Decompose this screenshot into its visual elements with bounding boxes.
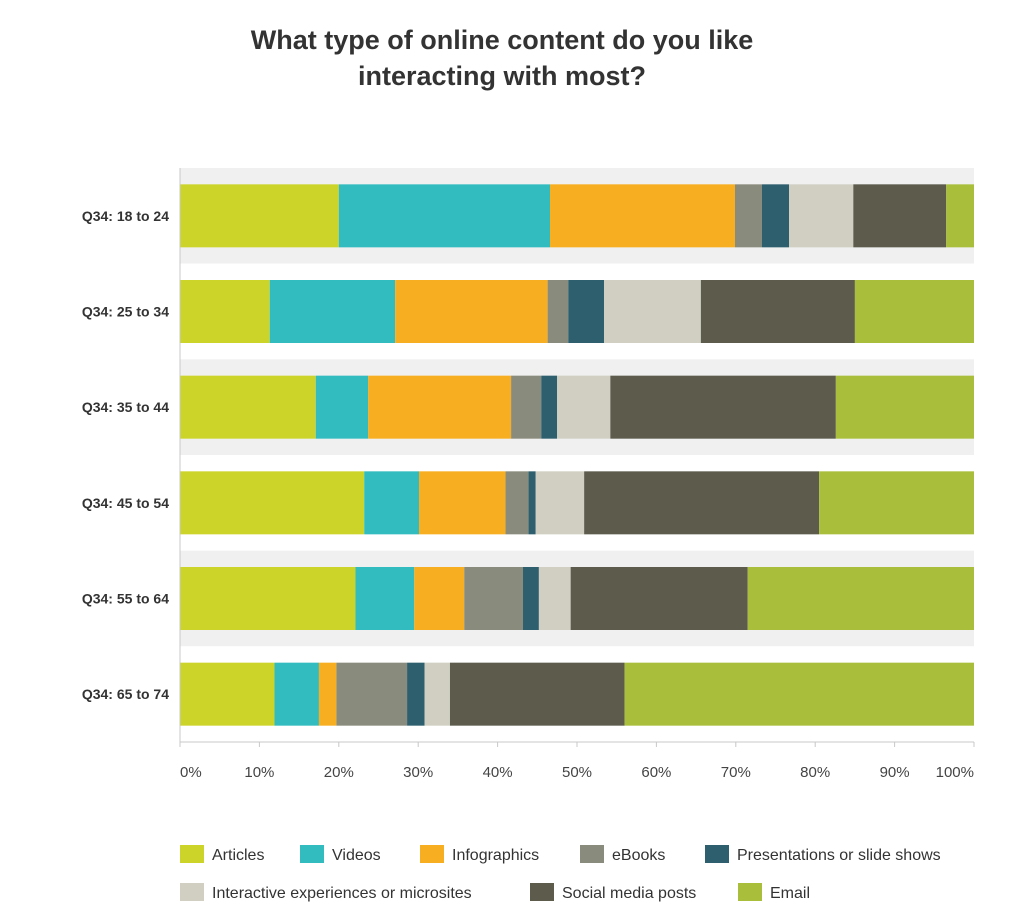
bar-articles-q34-25-to-34 [180,280,270,343]
bar-presentations-or-slide-shows-q34-65-to-74 [407,662,425,726]
legend-label: Videos [332,847,381,864]
bar-videos-q34-35-to-44 [315,375,369,439]
bar-social-media-posts-q34-55-to-64 [570,567,748,630]
x-tick-label: 100% [936,764,974,781]
category-label: Q34: 65 to 74 [82,686,169,702]
x-tick-label: 30% [403,764,433,781]
bar-articles-q34-45-to-54 [180,471,365,535]
x-tick-label: 10% [244,764,274,781]
legend-item-presentations-or-slide-shows: Presentations or slide shows [705,845,941,864]
legend-label: Presentations or slide shows [737,847,941,864]
bar-interactive-experiences-or-microsites-q34-65-to-74 [424,662,450,726]
x-tick-label: 80% [800,764,830,781]
bar-videos-q34-25-to-34 [269,280,396,343]
category-label: Q34: 18 to 24 [82,208,169,224]
bar-interactive-experiences-or-microsites-q34-35-to-44 [557,375,611,439]
bar-infographics-q34-18-to-24 [550,184,736,248]
bar-presentations-or-slide-shows-q34-18-to-24 [762,184,789,248]
chart-title-line-1: What type of online content do you like [250,25,754,55]
bar-infographics-q34-25-to-34 [395,280,548,343]
category-label: Q34: 35 to 44 [82,399,169,415]
legend-label: Email [770,885,810,902]
x-tick-label: 60% [641,764,671,781]
bar-social-media-posts-q34-18-to-24 [853,184,947,248]
bar-email-q34-25-to-34 [854,280,974,343]
row-bands [180,168,974,742]
bar-videos-q34-55-to-64 [355,567,415,630]
bar-email-q34-45-to-54 [819,471,974,535]
bar-ebooks-q34-55-to-64 [464,567,524,630]
bar-infographics-q34-55-to-64 [414,567,465,630]
bar-segments [180,184,974,726]
x-tick-label: 70% [721,764,751,781]
legend-item-infographics: Infographics [420,845,539,864]
bar-articles-q34-35-to-44 [180,375,316,439]
legend-swatch [420,845,444,863]
bar-email-q34-18-to-24 [946,184,974,248]
legend: Articles Videos Infographics eBooks Presenta… [180,845,941,902]
bar-ebooks-q34-45-to-54 [505,471,529,535]
category-label: Q34: 55 to 64 [82,591,169,607]
bar-social-media-posts-q34-25-to-34 [700,280,855,343]
bar-presentations-or-slide-shows-q34-45-to-54 [528,471,536,535]
bar-interactive-experiences-or-microsites-q34-25-to-34 [603,280,701,343]
bar-interactive-experiences-or-microsites-q34-18-to-24 [788,184,854,248]
legend-item-social-media-posts: Social media posts [530,883,696,902]
bar-presentations-or-slide-shows-q34-35-to-44 [541,375,558,439]
category-labels: Q34: 18 to 24 Q34: 25 to 34 Q34: 35 to 44 Q… [82,208,169,702]
x-tick-label: 0% [180,764,202,781]
bar-email-q34-35-to-44 [835,375,974,439]
legend-label: Interactive experiences or microsites [212,885,472,902]
bar-ebooks-q34-25-to-34 [547,280,569,343]
legend-swatch [300,845,324,863]
bar-ebooks-q34-18-to-24 [735,184,763,248]
bar-videos-q34-18-to-24 [338,184,551,248]
bar-social-media-posts-q34-45-to-54 [584,471,820,535]
bar-infographics-q34-65-to-74 [318,662,337,726]
legend-swatch [738,883,762,901]
bar-social-media-posts-q34-35-to-44 [610,375,836,439]
x-tick-label: 20% [324,764,354,781]
x-axis: 0% 10% 20% 30% 40% 50% 60% 70% 80% 90% 100% [179,168,975,781]
legend-label: Social media posts [562,885,696,902]
bar-videos-q34-45-to-54 [364,471,419,535]
category-label: Q34: 25 to 34 [82,304,169,320]
x-tick-label: 90% [880,764,910,781]
legend-swatch [530,883,554,901]
bar-email-q34-55-to-64 [747,567,974,630]
bar-infographics-q34-35-to-44 [368,375,512,439]
legend-item-ebooks: eBooks [580,845,665,864]
legend-swatch [180,883,204,901]
bar-ebooks-q34-65-to-74 [336,662,408,726]
category-label: Q34: 45 to 54 [82,495,169,511]
legend-item-interactive-experiences-or-microsites: Interactive experiences or microsites [180,883,472,902]
legend-label: Infographics [452,847,539,864]
bar-articles-q34-55-to-64 [180,567,356,630]
legend-swatch [705,845,729,863]
legend-item-articles: Articles [180,845,264,864]
legend-swatch [580,845,604,863]
bar-interactive-experiences-or-microsites-q34-55-to-64 [538,567,571,630]
bar-articles-q34-18-to-24 [180,184,339,248]
bar-email-q34-65-to-74 [624,662,974,726]
bar-articles-q34-65-to-74 [180,662,275,726]
bar-ebooks-q34-35-to-44 [511,375,542,439]
chart-title-line-2: interacting with most? [357,61,646,91]
bar-infographics-q34-45-to-54 [418,471,506,535]
chart-title: What type of online content do you like … [0,22,1004,94]
bar-videos-q34-65-to-74 [274,662,319,726]
legend-item-videos: Videos [300,845,381,864]
legend-swatch [180,845,204,863]
legend-label: Articles [212,847,264,864]
bar-social-media-posts-q34-65-to-74 [449,662,625,726]
legend-label: eBooks [612,847,665,864]
bar-interactive-experiences-or-microsites-q34-45-to-54 [535,471,585,535]
legend-item-email: Email [738,883,810,902]
x-tick-label: 50% [562,764,592,781]
bar-presentations-or-slide-shows-q34-25-to-34 [568,280,604,343]
bar-presentations-or-slide-shows-q34-55-to-64 [523,567,539,630]
x-tick-label: 40% [483,764,513,781]
